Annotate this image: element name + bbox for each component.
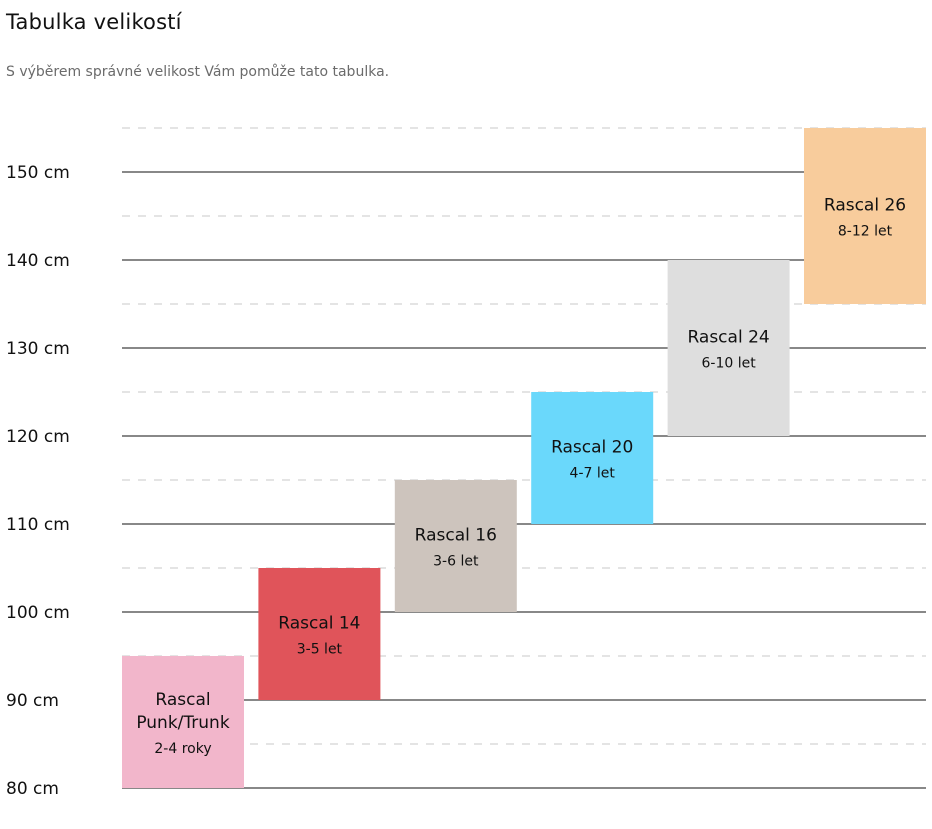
bar-label: Rascal 24 [687,328,769,348]
bar-age-label: 4-7 let [570,466,616,482]
y-tick-label: 100 cm [6,603,70,623]
y-tick-label: 90 cm [6,691,59,711]
bar-age-label: 6-10 let [701,356,756,372]
y-tick-label: 80 cm [6,779,59,799]
bar-label: Punk/Trunk [136,713,229,733]
bar-label: Rascal [155,690,210,710]
grid-lines [122,127,926,789]
y-tick-label: 140 cm [6,251,70,271]
bar-label: Rascal 14 [278,614,360,634]
bar-label: Rascal 26 [824,196,906,216]
bar-rect [667,260,790,436]
page-title: Tabulka velikostí [6,10,182,34]
bar-age-label: 3-6 let [433,554,479,570]
y-tick-label: 150 cm [6,163,70,183]
y-axis-labels: 80 cm 90 cm 100 cm 110 cm 120 cm 130 cm 140 cm… [6,163,70,799]
bar-age-label: 8-12 let [838,224,893,240]
size-bar: Rascal 24 6-10 let [667,260,790,436]
y-tick-label: 120 cm [6,427,70,447]
size-bar: Rascal 20 4-7 let [531,392,654,524]
bar-label: Rascal 16 [415,526,497,546]
bar-rect [804,128,926,304]
bar-label: Rascal 20 [551,438,633,458]
size-bar: Rascal Punk/Trunk 2-4 roky [122,656,244,788]
size-bar: Rascal 14 3-5 let [258,568,381,700]
bar-rect [258,568,381,700]
bar-age-label: 3-5 let [297,642,343,658]
bar-age-label: 2-4 roky [154,741,211,757]
size-bar: Rascal 16 3-6 let [394,480,517,612]
bar-rect [531,392,654,524]
y-tick-label: 110 cm [6,515,70,535]
y-tick-label: 130 cm [6,339,70,359]
bar-rect [122,656,244,788]
page-subtitle: S výběrem správné velikost Vám pomůže ta… [6,64,390,80]
bar-rect [394,480,517,612]
size-bars: Rascal Punk/Trunk 2-4 roky Rascal 14 3-5 let… [122,128,926,788]
size-bar: Rascal 26 8-12 let [804,128,926,304]
